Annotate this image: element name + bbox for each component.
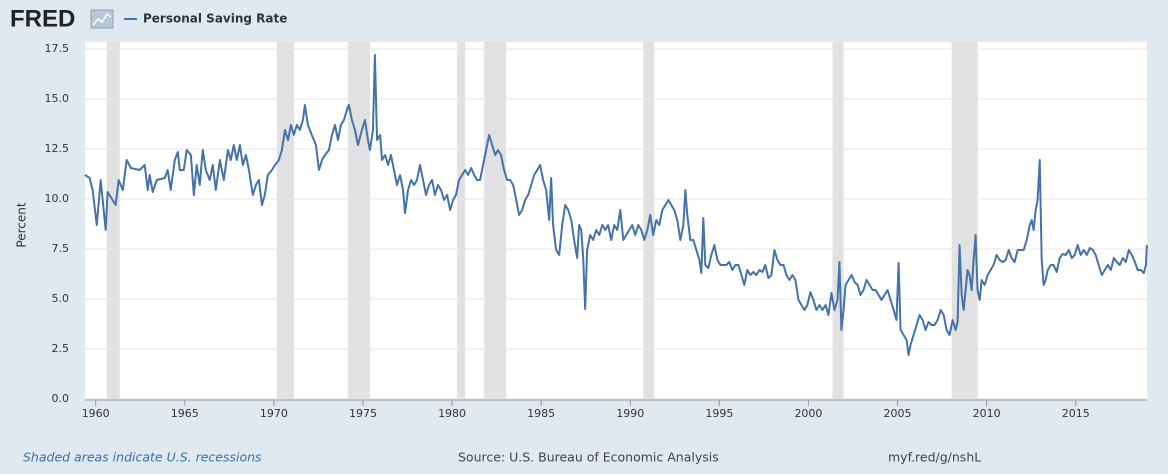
x-tick-label: 1985 bbox=[527, 407, 555, 420]
x-tick-label: 2005 bbox=[884, 407, 912, 420]
x-tick-label: 1990 bbox=[616, 407, 644, 420]
x-tick-label: 1975 bbox=[349, 407, 377, 420]
y-tick-label: 0.0 bbox=[52, 392, 70, 405]
y-tick-label: 2.5 bbox=[52, 342, 70, 355]
recession-band bbox=[348, 42, 370, 400]
y-tick-label: 15.0 bbox=[45, 92, 70, 105]
recession-band bbox=[832, 42, 844, 400]
x-tick-label: 2015 bbox=[1062, 407, 1090, 420]
recession-band bbox=[106, 42, 120, 400]
y-tick-label: 7.5 bbox=[52, 242, 70, 255]
recession-band bbox=[457, 42, 466, 400]
recession-note: Shaded areas indicate U.S. recessions bbox=[23, 450, 262, 465]
x-tick-label: 1980 bbox=[438, 407, 466, 420]
y-axis-label: Percent bbox=[15, 202, 29, 247]
link[interactable]: myf.red/g/nshL bbox=[888, 450, 981, 465]
logo-icon bbox=[90, 9, 114, 29]
y-tick-label: 10.0 bbox=[45, 192, 70, 205]
y-tick-label: 5.0 bbox=[52, 292, 70, 305]
x-tick-label: 2000 bbox=[794, 407, 822, 420]
recession-band bbox=[484, 42, 507, 400]
legend-label: Personal Saving Rate bbox=[143, 12, 287, 26]
y-tick-label: 12.5 bbox=[45, 142, 70, 155]
y-tick-label: 17.5 bbox=[45, 42, 70, 55]
plot-area bbox=[85, 42, 1147, 400]
recession-band bbox=[276, 42, 295, 400]
x-tick-label: 1970 bbox=[260, 407, 288, 420]
x-tick-label: 2010 bbox=[973, 407, 1001, 420]
x-tick-label: 1960 bbox=[82, 407, 110, 420]
x-tick-label: 1995 bbox=[705, 407, 733, 420]
logo: FRED bbox=[10, 5, 75, 32]
series-line bbox=[84, 54, 1148, 356]
source: Source: U.S. Bureau of Economic Analysis bbox=[458, 450, 719, 465]
x-tick-label: 1965 bbox=[171, 407, 199, 420]
recession-band bbox=[951, 42, 978, 400]
